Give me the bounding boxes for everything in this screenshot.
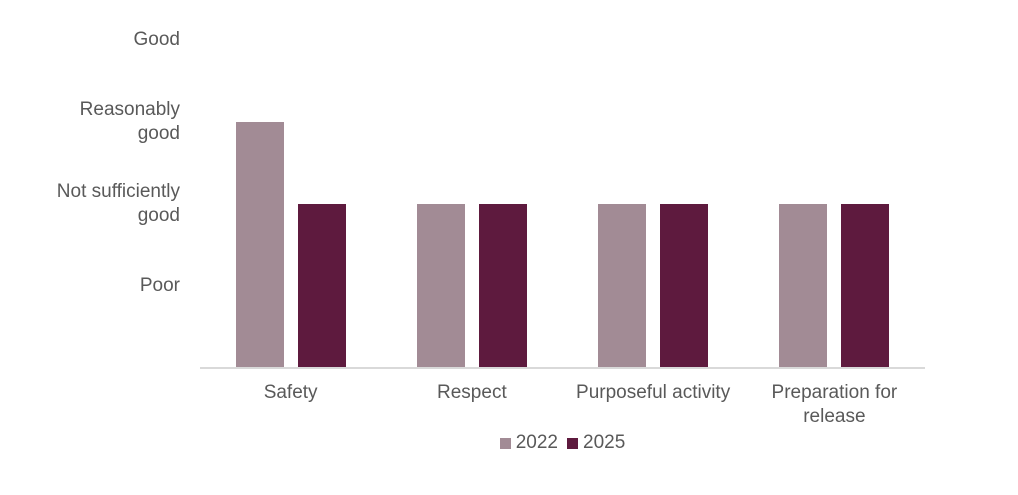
bar-2022-safety [235,122,284,368]
x-category-label: Respect [437,382,507,403]
x-category-label: Preparation for release [771,382,898,427]
bar-group-safety [200,0,381,368]
legend-swatch-2025 [567,437,578,449]
bar-2025-respect [478,204,527,368]
legend-swatch-2022 [499,437,511,449]
legend-entry-2025: 2025 [567,431,625,455]
x-axis-labels: Safety Respect Purposeful activity Preparat… [200,381,925,429]
y-tick-label: Reasonably good [79,99,180,144]
x-category-label: Purposeful activity [576,382,731,403]
y-tick-label: Poor [139,275,180,296]
y-tick-label: Good [133,29,180,50]
bar-2022-respect [416,204,465,368]
bar-group-preparation-for-release [744,0,925,368]
bar-group-respect [381,0,562,368]
legend: 2022 2025 [200,431,925,455]
legend-label-2025: 2025 [583,432,626,453]
y-tick-label: Not sufficiently good [56,181,180,226]
plot-area [200,0,925,368]
bar-2022-purposeful-activity [598,204,647,368]
legend-label-2022: 2022 [515,432,558,453]
bar-2022-preparation-for-release [779,204,828,368]
x-category-label: Safety [263,382,318,403]
legend-entry-2022: 2022 [499,431,558,455]
bar-2025-safety [297,204,346,368]
bar-2025-purposeful-activity [660,204,709,368]
bar-group-purposeful-activity [563,0,744,368]
bar-2025-preparation-for-release [841,204,890,368]
x-axis-line [200,367,925,369]
y-axis-labels: Poor Not sufficiently good Reasonably good… [0,0,180,368]
